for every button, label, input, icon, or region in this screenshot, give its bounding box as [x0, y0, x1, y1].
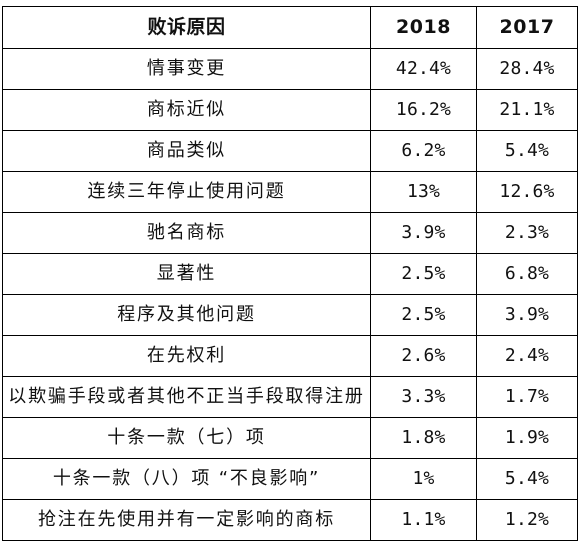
value-2018-cell: 6.2%	[370, 130, 477, 172]
value-2018-cell: 13%	[370, 171, 477, 213]
value-2017-cell: 5.4%	[476, 130, 578, 172]
value-2017-cell: 1.7%	[476, 376, 578, 418]
reason-cell: 在先权利	[2, 335, 371, 377]
table-row: 显著性 2.5% 6.8%	[2, 253, 578, 295]
table-row: 以欺骗手段或者其他不正当手段取得注册 3.3% 1.7%	[2, 376, 578, 418]
value-2017-cell: 2.3%	[476, 212, 578, 254]
comparison-table-container: 败诉原因 2018 2017 情事变更 42.4% 28.4% 商标近似 16.…	[2, 6, 578, 541]
header-2017: 2017	[476, 6, 578, 49]
value-2018-cell: 1%	[370, 458, 477, 500]
value-2018-cell: 3.3%	[370, 376, 477, 418]
reason-cell: 以欺骗手段或者其他不正当手段取得注册	[2, 376, 371, 418]
reason-cell: 十条一款（八）项 “不良影响”	[2, 458, 371, 500]
value-2018-cell: 1.8%	[370, 417, 477, 459]
table-row: 在先权利 2.6% 2.4%	[2, 335, 578, 377]
header-row: 败诉原因 2018 2017	[2, 6, 578, 49]
reason-cell: 情事变更	[2, 48, 371, 90]
value-2017-cell: 1.9%	[476, 417, 578, 459]
value-2017-cell: 21.1%	[476, 89, 578, 131]
value-2018-cell: 2.5%	[370, 253, 477, 295]
value-2017-cell: 6.8%	[476, 253, 578, 295]
table-row: 程序及其他问题 2.5% 3.9%	[2, 294, 578, 336]
header-reason: 败诉原因	[2, 6, 371, 49]
value-2018-cell: 16.2%	[370, 89, 477, 131]
header-2018: 2018	[370, 6, 477, 49]
value-2017-cell: 1.2%	[476, 499, 578, 541]
value-2017-cell: 12.6%	[476, 171, 578, 213]
table-row: 抢注在先使用并有一定影响的商标 1.1% 1.2%	[2, 499, 578, 541]
value-2018-cell: 2.6%	[370, 335, 477, 377]
value-2018-cell: 42.4%	[370, 48, 477, 90]
value-2018-cell: 2.5%	[370, 294, 477, 336]
table-row: 商标近似 16.2% 21.1%	[2, 89, 578, 131]
table-row: 情事变更 42.4% 28.4%	[2, 48, 578, 90]
table-header: 败诉原因 2018 2017	[2, 6, 578, 49]
value-2017-cell: 2.4%	[476, 335, 578, 377]
table-row: 商品类似 6.2% 5.4%	[2, 130, 578, 172]
reason-cell: 抢注在先使用并有一定影响的商标	[2, 499, 371, 541]
table-row: 驰名商标 3.9% 2.3%	[2, 212, 578, 254]
reason-cell: 显著性	[2, 253, 371, 295]
reason-cell: 十条一款（七）项	[2, 417, 371, 459]
table-body: 情事变更 42.4% 28.4% 商标近似 16.2% 21.1% 商品类似 6…	[2, 48, 578, 541]
value-2018-cell: 1.1%	[370, 499, 477, 541]
value-2017-cell: 5.4%	[476, 458, 578, 500]
reason-cell: 程序及其他问题	[2, 294, 371, 336]
table-row: 连续三年停止使用问题 13% 12.6%	[2, 171, 578, 213]
table-row: 十条一款（七）项 1.8% 1.9%	[2, 417, 578, 459]
value-2018-cell: 3.9%	[370, 212, 477, 254]
reason-cell: 商品类似	[2, 130, 371, 172]
reason-cell: 连续三年停止使用问题	[2, 171, 371, 213]
loss-reasons-table: 败诉原因 2018 2017 情事变更 42.4% 28.4% 商标近似 16.…	[2, 6, 578, 541]
value-2017-cell: 28.4%	[476, 48, 578, 90]
value-2017-cell: 3.9%	[476, 294, 578, 336]
table-row: 十条一款（八）项 “不良影响” 1% 5.4%	[2, 458, 578, 500]
reason-cell: 驰名商标	[2, 212, 371, 254]
reason-cell: 商标近似	[2, 89, 371, 131]
